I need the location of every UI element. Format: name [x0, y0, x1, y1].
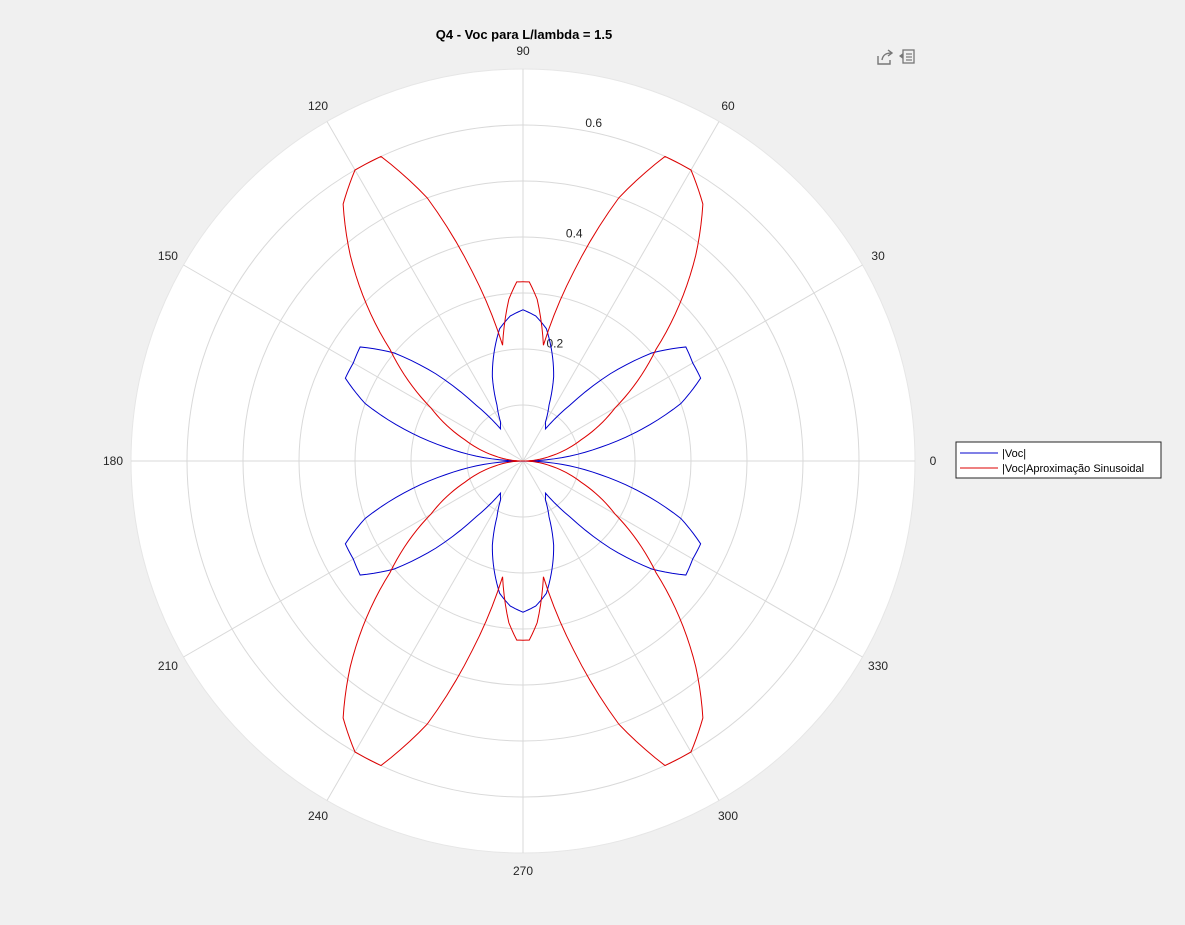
theta-tick-label: 90 — [516, 44, 530, 58]
theta-tick-label: 270 — [513, 864, 533, 878]
theta-tick-label: 30 — [871, 249, 885, 263]
export-share-icon[interactable] — [876, 48, 894, 66]
legend-box — [955, 441, 1162, 479]
series-line-2 — [342, 155, 704, 767]
legend-label-1: |Voc| — [1002, 448, 1026, 460]
theta-tick-label: 240 — [308, 809, 328, 823]
legend-toggle-icon[interactable] — [898, 48, 916, 66]
r-tick-label: 0.4 — [566, 226, 583, 240]
theta-tick-label: 300 — [718, 809, 738, 823]
theta-gridline — [522, 121, 720, 462]
legend[interactable]: |Voc| |Voc|Aproximação Sinusoidal — [955, 441, 1162, 479]
series-layer — [342, 155, 704, 767]
theta-tick-label: 180 — [103, 454, 123, 468]
theta-tick-label: 330 — [868, 659, 888, 673]
theta-tick-label: 60 — [721, 99, 735, 113]
theta-gridline — [326, 460, 524, 801]
r-tick-label: 0.6 — [585, 116, 602, 130]
theta-gridline — [522, 460, 720, 801]
theta-tick-label: 150 — [158, 249, 178, 263]
theta-tick-label: 210 — [158, 659, 178, 673]
chart-title: Q4 - Voc para L/lambda = 1.5 — [436, 27, 612, 42]
legend-label-2: |Voc|Aproximação Sinusoidal — [1002, 463, 1144, 475]
theta-tick-label: 120 — [308, 99, 328, 113]
theta-gridline — [326, 121, 524, 462]
theta-tick-label: 0 — [930, 454, 937, 468]
